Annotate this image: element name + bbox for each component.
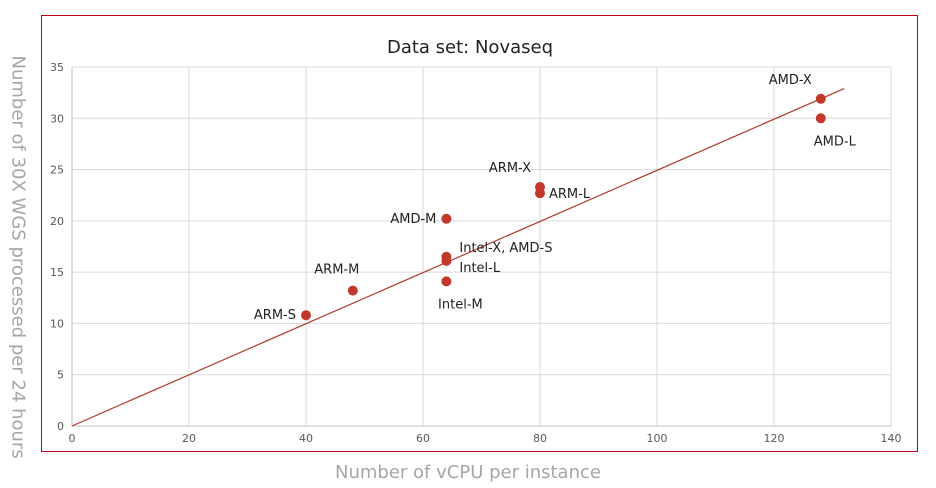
data-points <box>301 93 826 321</box>
chart-title: Data set: Novaseq <box>387 37 553 58</box>
x-axis-label: Number of vCPU per instance <box>335 462 601 483</box>
x-tick-label: 100 <box>647 432 668 445</box>
data-point <box>535 188 545 199</box>
axes <box>71 67 891 427</box>
data-point-label: Intel-X, AMD-S <box>459 241 552 256</box>
y-tick-label: 5 <box>57 369 64 382</box>
y-tick-label: 35 <box>50 61 64 74</box>
data-point-label: Intel-L <box>459 261 500 276</box>
data-point <box>441 213 452 224</box>
tick-labels: 0 5 10 15 20 25 30 35 0 20 40 60 80 100 120 140 <box>50 61 902 445</box>
gridlines <box>72 66 892 426</box>
data-point-label: AMD-M <box>390 212 436 227</box>
data-point-label: AMD-L <box>814 134 857 149</box>
y-tick-label: 10 <box>50 317 64 330</box>
x-tick-label: 140 <box>881 432 902 445</box>
x-tick-label: 20 <box>182 432 196 445</box>
data-point <box>301 310 311 321</box>
data-point <box>815 113 826 124</box>
trendline <box>71 87 845 427</box>
data-point <box>347 285 358 296</box>
y-tick-label: 25 <box>50 164 64 177</box>
data-point-label: Intel-M <box>438 297 483 312</box>
x-tick-label: 0 <box>69 432 76 445</box>
data-point <box>441 276 452 287</box>
data-point <box>815 93 826 104</box>
data-point <box>441 251 452 262</box>
data-point-label: ARM-S <box>254 308 296 323</box>
data-point-label: ARM-X <box>489 161 531 176</box>
data-point-label: AMD-X <box>769 73 812 88</box>
x-tick-label: 40 <box>299 432 313 445</box>
y-tick-label: 0 <box>57 420 64 433</box>
data-point-label: ARM-L <box>549 187 591 202</box>
point-labels: ARM-S ARM-M Intel-M Intel-L Intel-X, AMD-S AM… <box>254 73 857 323</box>
data-point-label: ARM-M <box>314 263 359 278</box>
x-tick-label: 60 <box>416 432 430 445</box>
y-tick-label: 20 <box>50 215 64 228</box>
x-tick-label: 120 <box>764 432 785 445</box>
y-tick-label: 30 <box>50 112 64 125</box>
y-tick-label: 15 <box>50 266 64 279</box>
trendline-group <box>71 87 845 427</box>
chart-frame <box>41 15 918 452</box>
x-tick-label: 80 <box>533 432 547 445</box>
